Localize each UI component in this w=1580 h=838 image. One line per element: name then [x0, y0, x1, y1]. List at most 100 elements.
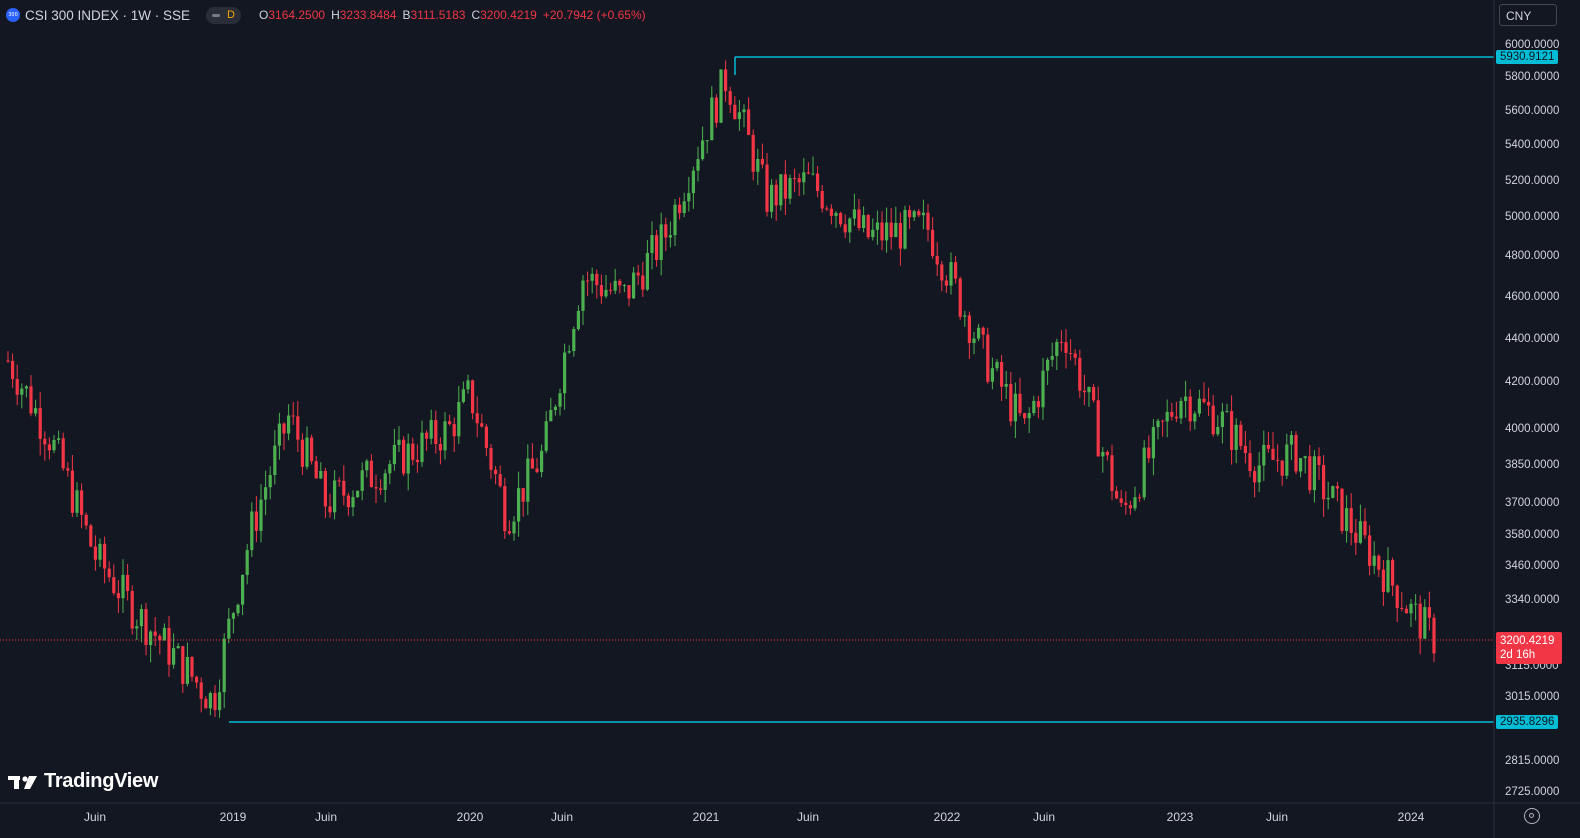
candle-body[interactable] [1082, 390, 1086, 393]
candle-body[interactable] [1395, 585, 1399, 608]
candle-body[interactable] [498, 474, 502, 487]
candle-body[interactable] [756, 158, 760, 172]
candle-body[interactable] [912, 211, 916, 218]
candle-body[interactable] [448, 421, 452, 425]
candle-body[interactable] [337, 480, 341, 482]
candle-body[interactable] [287, 415, 291, 434]
candle-body[interactable] [595, 273, 599, 286]
candle-body[interactable] [609, 289, 613, 291]
candle-body[interactable] [793, 178, 797, 180]
candle-body[interactable] [825, 208, 829, 210]
candle-body[interactable] [1216, 427, 1220, 435]
candle-body[interactable] [972, 338, 976, 343]
candle-body[interactable] [1253, 471, 1257, 483]
candle-body[interactable] [1280, 460, 1284, 476]
candle-body[interactable] [774, 184, 778, 206]
candle-body[interactable] [1041, 370, 1045, 408]
candle-body[interactable] [820, 190, 824, 209]
candle-body[interactable] [1059, 341, 1063, 343]
candle-body[interactable] [466, 380, 470, 390]
candle-body[interactable] [1418, 603, 1422, 639]
candle-body[interactable] [963, 315, 967, 317]
candle-body[interactable] [1349, 508, 1353, 533]
candle-body[interactable] [563, 352, 567, 394]
candle-body[interactable] [719, 69, 723, 123]
candle-body[interactable] [1257, 465, 1261, 483]
candle-body[interactable] [705, 140, 709, 142]
candle-body[interactable] [195, 676, 199, 683]
candle-body[interactable] [241, 574, 245, 605]
candle-body[interactable] [190, 656, 194, 677]
candle-body[interactable] [1197, 398, 1201, 414]
candle-body[interactable] [80, 490, 84, 515]
candle-body[interactable] [1004, 384, 1008, 387]
candle-body[interactable] [1142, 447, 1146, 498]
candle-body[interactable] [245, 550, 249, 575]
candle-body[interactable] [553, 406, 557, 410]
candle-body[interactable] [70, 470, 74, 513]
candle-body[interactable] [1023, 413, 1027, 419]
candle-body[interactable] [742, 109, 746, 113]
candle-body[interactable] [1101, 451, 1105, 457]
candle-body[interactable] [1377, 555, 1381, 570]
candle-body[interactable] [1115, 490, 1119, 499]
candle-body[interactable] [1055, 341, 1059, 357]
candle-body[interactable] [765, 164, 769, 212]
candle-body[interactable] [20, 388, 24, 395]
candle-body[interactable] [1391, 560, 1395, 586]
candle-body[interactable] [374, 487, 378, 489]
candle-body[interactable] [604, 289, 608, 297]
candle-body[interactable] [1326, 497, 1330, 500]
candle-body[interactable] [1294, 434, 1298, 472]
candle-body[interactable] [323, 470, 327, 507]
candle-body[interactable] [636, 272, 640, 276]
candle-body[interactable] [1087, 387, 1091, 393]
candle-body[interactable] [540, 450, 544, 473]
candle-body[interactable] [144, 609, 148, 646]
candle-body[interactable] [75, 490, 79, 513]
candle-body[interactable] [24, 386, 28, 389]
candle-body[interactable] [259, 499, 263, 531]
candle-body[interactable] [797, 178, 801, 183]
candle-body[interactable] [1050, 356, 1054, 360]
candle-body[interactable] [567, 351, 571, 353]
candle-body[interactable] [1299, 458, 1303, 472]
candle-body[interactable] [11, 360, 15, 380]
candle-body[interactable] [714, 97, 718, 123]
candle-body[interactable] [1363, 521, 1367, 536]
candle-body[interactable] [898, 222, 902, 249]
candle-body[interactable] [300, 439, 304, 467]
candle-body[interactable] [921, 212, 925, 216]
candle-body[interactable] [526, 458, 530, 502]
candle-body[interactable] [89, 525, 93, 547]
candle-body[interactable] [710, 97, 714, 141]
candle-body[interactable] [1027, 413, 1031, 419]
candle-body[interactable] [1124, 502, 1128, 506]
candle-body[interactable] [1128, 505, 1132, 509]
candle-body[interactable] [1073, 353, 1077, 358]
candle-body[interactable] [346, 495, 350, 508]
candle-body[interactable] [816, 173, 820, 191]
candle-body[interactable] [770, 184, 774, 212]
candle-body[interactable] [296, 416, 300, 440]
candle-body[interactable] [788, 178, 792, 199]
candle-body[interactable] [940, 264, 944, 281]
candle-body[interactable] [696, 159, 700, 171]
candle-body[interactable] [388, 464, 392, 474]
candle-body[interactable] [1303, 456, 1307, 459]
candle-body[interactable] [1138, 497, 1142, 499]
candle-body[interactable] [885, 222, 889, 241]
candle-body[interactable] [503, 486, 507, 532]
candle-body[interactable] [411, 443, 415, 460]
candle-body[interactable] [356, 490, 360, 498]
candle-body[interactable] [1266, 444, 1270, 449]
candle-body[interactable] [724, 69, 728, 92]
candle-body[interactable] [1285, 444, 1289, 476]
candle-body[interactable] [701, 140, 705, 160]
candle-body[interactable] [544, 421, 548, 451]
candle-body[interactable] [471, 380, 475, 414]
candle-body[interactable] [839, 212, 843, 225]
candle-body[interactable] [282, 423, 286, 434]
candle-body[interactable] [1092, 387, 1096, 401]
candle-body[interactable] [277, 423, 281, 446]
